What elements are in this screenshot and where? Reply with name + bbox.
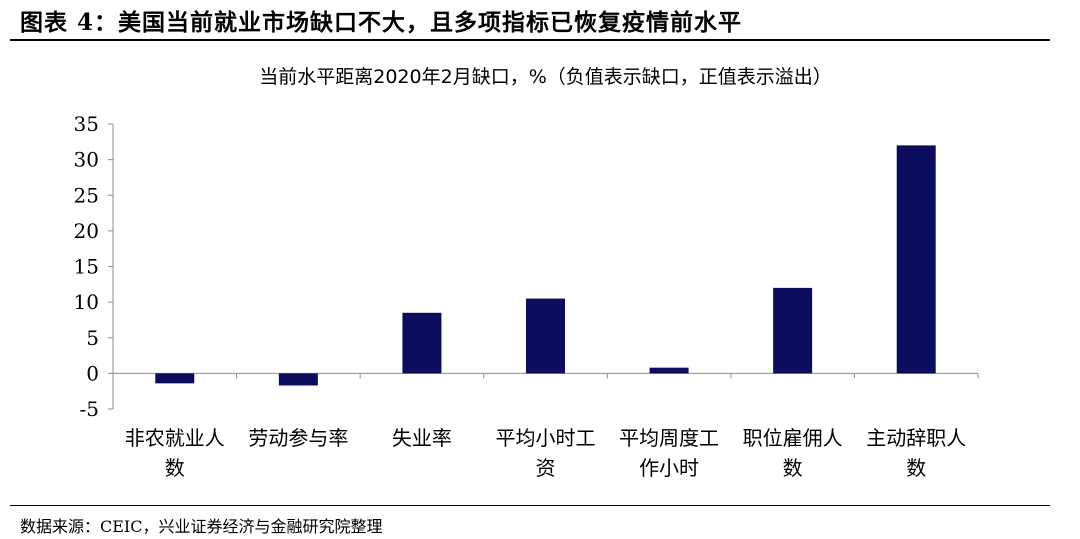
y-tick-label: 5 (86, 326, 99, 350)
x-category-label: 数 (165, 456, 185, 480)
y-tick-label: -5 (80, 397, 99, 421)
bar-chart: 当前水平距离2020年2月缺口，%（负值表示缺口，正值表示溢出） -5 0 5 10 15… (74, 66, 979, 480)
y-tick-label: 0 (86, 361, 99, 385)
y-tick-label: 25 (74, 183, 99, 207)
x-category-label: 主动辞职人 (866, 426, 966, 450)
y-tick-label: 30 (74, 148, 99, 172)
bar (278, 373, 318, 386)
bar (402, 312, 442, 374)
bar (773, 287, 813, 374)
x-category-label: 数 (783, 456, 803, 480)
bar (649, 367, 689, 374)
x-category-label: 非农就业人 (125, 426, 225, 450)
x-category-label: 失业率 (392, 426, 452, 450)
x-category-label: 资 (536, 456, 556, 480)
x-category-label: 数 (906, 456, 926, 480)
source-note: 数据来源：CEIC，兴业证券经济与金融研究院整理 (20, 517, 383, 536)
figure-title: 图表 4：美国当前就业市场缺口不大，且多项指标已恢复疫情前水平 (20, 9, 743, 36)
y-tick-label: 35 (74, 112, 99, 136)
bar (526, 298, 565, 374)
y-tick-label: 20 (74, 219, 99, 243)
x-category-label: 职位雇佣人 (743, 426, 843, 450)
x-category-label: 平均周度工 (619, 426, 719, 450)
x-category-label: 作小时 (639, 456, 699, 480)
bar (896, 145, 936, 374)
y-tick-label: 15 (74, 255, 99, 279)
bar (155, 373, 195, 384)
source-divider (10, 505, 1050, 506)
y-tick-label: 10 (74, 290, 99, 314)
x-category-label: 劳动参与率 (248, 426, 348, 450)
x-category-label: 平均小时工 (496, 426, 596, 450)
chart-title: 当前水平距离2020年2月缺口，%（负值表示缺口，正值表示溢出） (259, 66, 832, 88)
title-divider (10, 39, 1050, 41)
